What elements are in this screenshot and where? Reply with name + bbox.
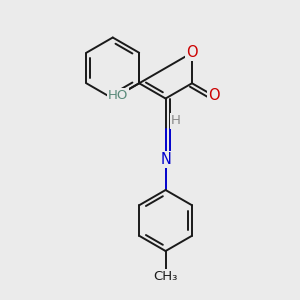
- Text: O: O: [186, 45, 198, 60]
- Text: H: H: [171, 115, 181, 128]
- Text: N: N: [160, 152, 171, 167]
- Text: CH₃: CH₃: [153, 270, 178, 284]
- Text: O: O: [208, 88, 220, 103]
- Text: HO: HO: [108, 89, 128, 102]
